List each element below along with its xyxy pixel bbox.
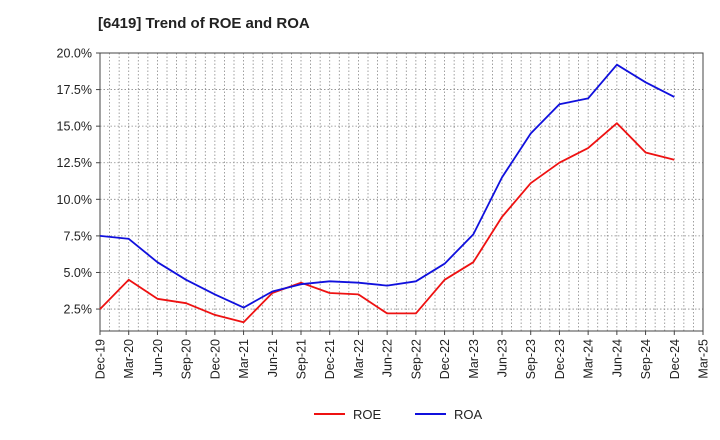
x-tick-label: Mar-24 — [582, 339, 596, 379]
series-line-roa — [99, 63, 675, 309]
x-tick-label: Dec-22 — [438, 339, 452, 379]
x-tick-label: Sep-20 — [180, 339, 194, 379]
y-tick-label: 7.5% — [64, 229, 93, 243]
y-tick-label: 5.0% — [64, 266, 93, 280]
grid-lines — [100, 52, 703, 331]
legend-label-roa: ROA — [454, 407, 483, 422]
x-tick-label: Jun-22 — [381, 339, 395, 377]
x-tick-label: Mar-22 — [352, 339, 366, 379]
x-tick-label: Dec-23 — [553, 339, 567, 379]
x-tick-label: Sep-23 — [524, 339, 538, 379]
legend: ROE ROA — [314, 407, 483, 422]
x-tick-label: Dec-20 — [208, 339, 222, 379]
y-tick-label: 15.0% — [57, 120, 92, 134]
x-tick-label: Jun-21 — [266, 339, 280, 377]
x-tick-label: Jun-23 — [496, 339, 510, 377]
x-tick-label: Mar-20 — [122, 339, 136, 379]
x-tick-label: Sep-21 — [295, 339, 309, 379]
plot-frame — [99, 52, 704, 332]
x-axis-ticks: Dec-19 Mar-20 Jun-20 Sep-20 Dec-20 Mar-21 Jun-… — [94, 331, 711, 379]
x-tick-label: Mar-25 — [697, 339, 711, 379]
legend-label-roe: ROE — [353, 407, 382, 422]
y-tick-label: 2.5% — [64, 303, 93, 317]
x-tick-label: Sep-22 — [409, 339, 423, 379]
y-axis-ticks: 2.5% 5.0% 7.5% 10.0% 12.5% 15.0% 17.5% 20.0% — [57, 47, 100, 317]
y-tick-label: 10.0% — [57, 193, 92, 207]
series-line-roe — [99, 122, 675, 324]
x-tick-label: Dec-21 — [323, 339, 337, 379]
x-tick-label: Dec-19 — [94, 339, 108, 379]
x-tick-label: Jun-24 — [610, 339, 624, 377]
x-tick-label: Jun-20 — [151, 339, 165, 377]
x-tick-label: Dec-24 — [668, 339, 682, 379]
y-tick-label: 12.5% — [57, 156, 92, 170]
series-lines — [99, 63, 675, 324]
x-tick-label: Mar-21 — [237, 339, 251, 379]
chart-title: [6419] Trend of ROE and ROA — [98, 15, 310, 32]
x-tick-label: Mar-23 — [467, 339, 481, 379]
x-tick-label: Sep-24 — [639, 339, 653, 379]
y-tick-label: 20.0% — [57, 47, 92, 61]
y-tick-label: 17.5% — [57, 83, 92, 97]
